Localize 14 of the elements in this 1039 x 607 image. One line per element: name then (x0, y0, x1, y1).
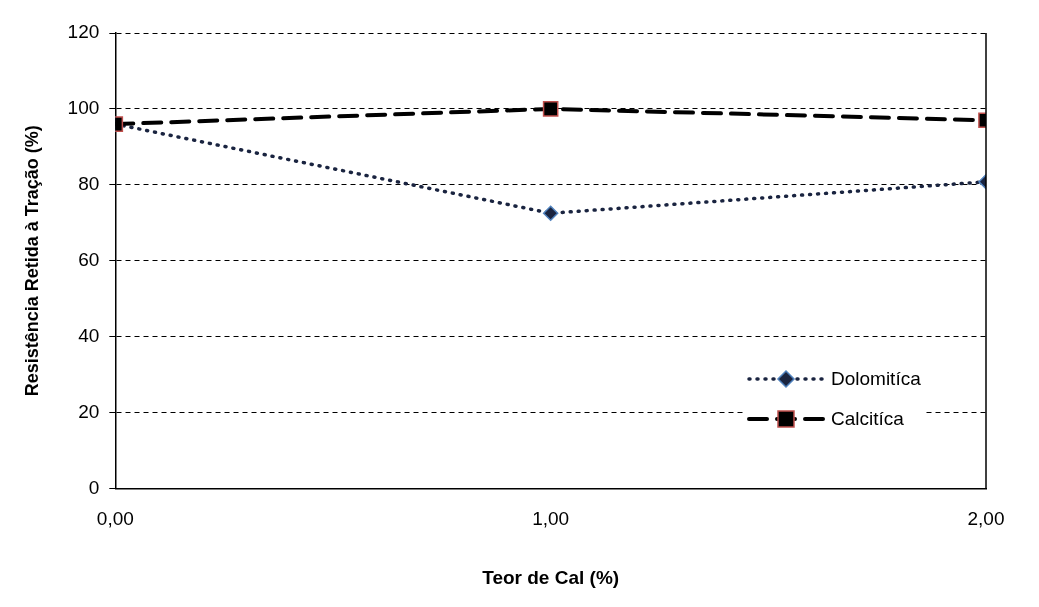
y-tick-label: 80 (78, 173, 100, 195)
legend-label: Calcitíca (831, 408, 904, 430)
x-tick-label: 2,00 (967, 508, 1005, 530)
y-tick-label: 0 (88, 476, 100, 498)
y-tick-label: 100 (67, 97, 100, 119)
y-tick-label: 20 (78, 400, 100, 422)
x-axis-title: Teor de Cal (%) (482, 566, 620, 588)
x-tick-label: 1,00 (532, 508, 570, 530)
legend-label: Dolomitíca (831, 368, 921, 390)
y-axis-title: Resistência Retida à Tração (%) (21, 125, 42, 397)
y-tick-label: 120 (67, 21, 100, 43)
x-tick-label: 0,00 (96, 508, 134, 530)
y-tick-label: 40 (78, 324, 100, 346)
y-tick-label: 60 (78, 248, 100, 270)
